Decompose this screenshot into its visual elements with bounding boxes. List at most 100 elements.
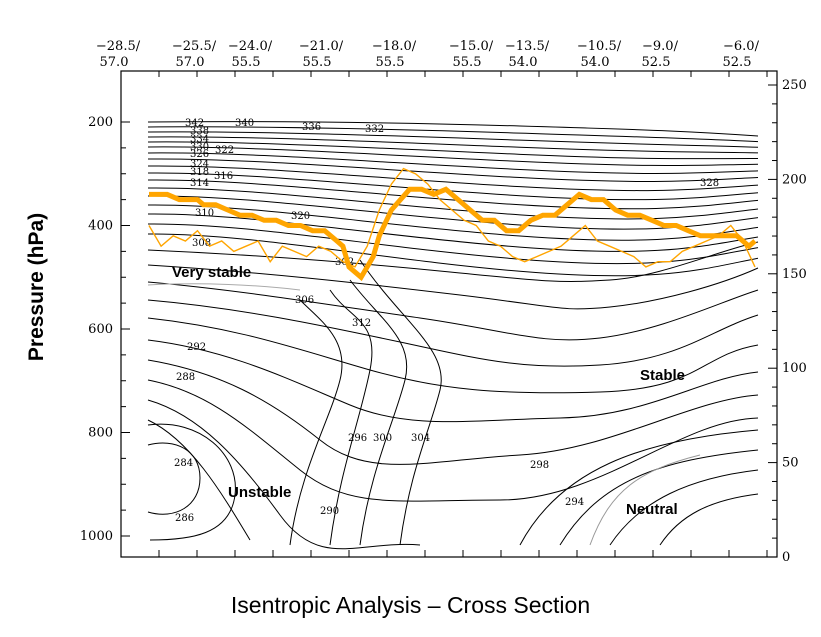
annotation-neutral: Neutral [626,501,678,518]
contour-label: 314 [190,178,209,189]
contour-label: 296 [348,433,367,444]
top-label-lon: −10.5/ [577,39,622,54]
contour-line-gray [147,283,301,291]
contour-line [147,419,251,541]
contour-label: 304 [411,433,430,444]
annotation-stable: Stable [640,367,685,384]
contour-label: 298 [530,460,549,471]
right-tick-label: 250 [782,78,807,93]
orange-series-layer [148,167,757,282]
contour-label: 288 [176,372,195,383]
contour-line [147,172,759,201]
top-label-lon: −9.0/ [642,39,679,54]
top-label-lat: 55.5 [376,55,405,70]
right-tick-label: 200 [782,172,807,187]
contour-label: 310 [195,208,214,219]
left-tick-label: 800 [88,426,113,441]
right-tick-label: 50 [782,456,799,471]
top-label-lon: −6.0/ [723,39,760,54]
y-axis-label: Pressure (hPa) [25,213,48,361]
contour-label: 328 [700,178,719,189]
annotation-unstable: Unstable [228,484,291,501]
contour-label: 286 [175,513,194,524]
contour-line [147,339,759,423]
contour-label: 300 [373,433,392,444]
top-label-lon: −25.5/ [172,39,217,54]
contour-line [559,449,759,546]
contour-label: 294 [565,497,584,508]
contour-line [519,429,759,546]
contour-line [609,469,759,546]
contour-label: 320 [291,211,310,222]
contour-label: 306 [295,295,314,306]
contour-line [147,223,759,265]
contour-label: 316 [214,171,233,182]
contour-line [147,136,759,154]
axes: 200 400 600 800 1000 0 50 100 150 200 250 −28.5/57.… [80,39,807,565]
top-label-lon: −18.0/ [372,39,417,54]
contour-line [147,179,759,210]
top-label-lat: 57.0 [100,55,129,70]
contour-line [147,299,759,367]
contour-label: 338 [190,126,209,137]
top-label-lat: 55.5 [232,55,261,70]
contour-line [147,187,759,220]
contour-label: 326 [190,149,209,160]
contour-line [147,359,759,465]
orange-thick-series [149,186,757,282]
top-label-lon: −21.0/ [299,39,344,54]
left-tick-label: 1000 [80,529,113,544]
contour-line [147,126,759,143]
contour-label: 284 [174,458,193,469]
top-label-lat: 57.0 [176,55,205,70]
left-tick-label: 400 [88,219,113,234]
contour-line [147,158,759,182]
annotation-very-stable: Very stable [172,264,251,281]
contour-line [289,299,343,546]
contour-line [147,165,759,192]
contour-label: 324 [190,159,209,170]
contour-line [147,317,759,394]
top-label-lat: 54.0 [509,55,538,70]
contour-line [147,264,759,310]
contour-line [147,152,759,174]
contour-line [147,131,759,148]
contour-label: 334 [190,134,209,145]
contour-label: 318 [190,167,209,178]
contour-line [659,493,759,546]
top-label-lon: −13.5/ [505,39,550,54]
orange-thin-series [148,167,756,268]
contour-line [147,233,759,277]
contour-line-gray [589,454,701,546]
top-label-lat: 54.0 [581,55,610,70]
contour-line [147,442,201,515]
contour-label: 336 [302,122,321,133]
contour-line [349,279,408,546]
top-label-lat: 55.5 [453,55,482,70]
contour-label: 292 [187,342,206,353]
contour-label: 290 [320,506,339,517]
contour-line [147,121,759,137]
contour-line [359,259,442,546]
figure-caption: Isentropic Analysis – Cross Section [230,592,591,618]
contour-line [147,423,236,541]
contour-line [147,241,759,282]
plot-frame [120,70,778,558]
left-tick-label: 200 [88,115,113,130]
contour-line [147,146,759,166]
top-label-lon: −15.0/ [449,39,494,54]
top-label-lat: 55.5 [303,55,332,70]
contour-label: 312 [352,318,371,329]
top-label-lon: −24.0/ [228,39,273,54]
top-label-lat: 52.5 [723,55,752,70]
right-tick-label: 100 [782,361,807,376]
contour-label: 342 [185,118,204,129]
contour-label: 340 [235,118,254,129]
contour-line [147,399,421,550]
top-label-lat: 52.5 [642,55,671,70]
left-tick-label: 600 [88,322,113,337]
contour-line [147,281,759,341]
right-tick-label: 0 [782,550,790,565]
contour-line [329,289,373,546]
